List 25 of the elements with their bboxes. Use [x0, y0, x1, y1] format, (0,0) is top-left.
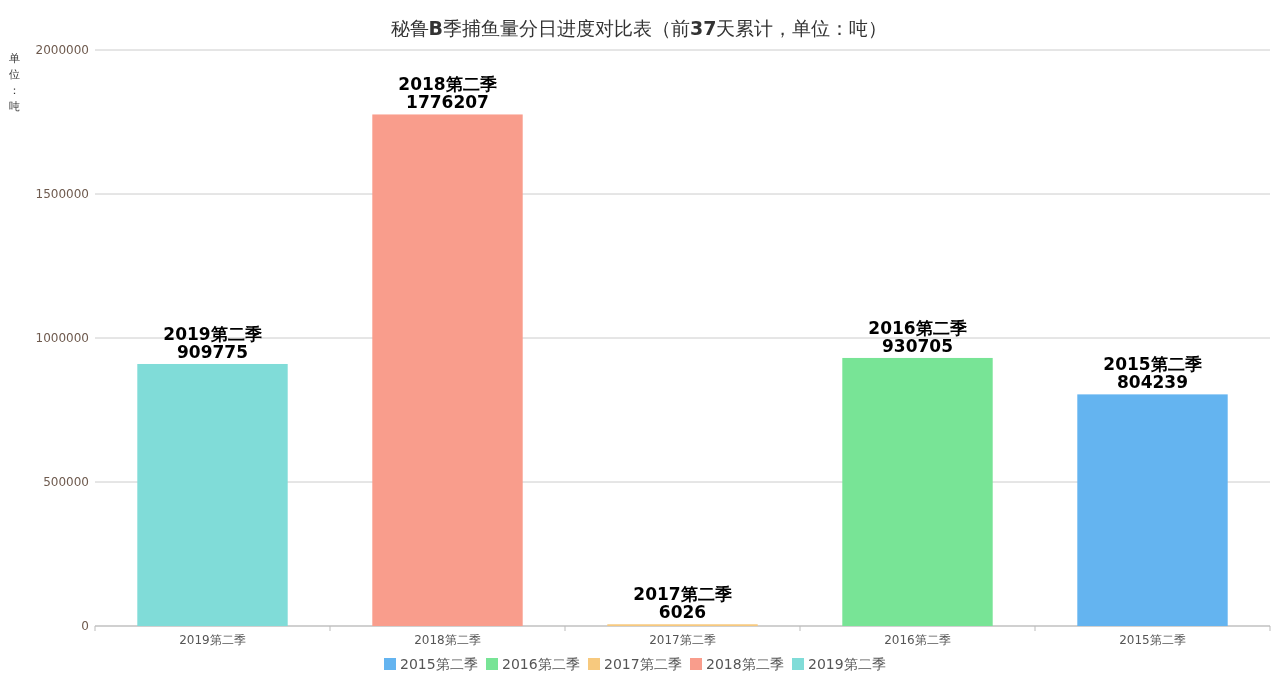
chart-title: 秘鲁B季捕鱼量分日进度对比表（前37天累计，单位：吨） [390, 17, 888, 39]
x-tick-label: 2016第二季 [884, 633, 951, 647]
y-tick-label: 500000 [43, 475, 89, 489]
text: 2019第二季 [163, 323, 262, 344]
legend-label: 2019第二季 [808, 656, 886, 672]
data-label: 804239 [1117, 372, 1188, 393]
y-tick-label: 2000000 [35, 43, 89, 57]
text: 2015第二季 [1103, 354, 1202, 375]
text: 2016第二季 [868, 317, 967, 338]
y-tick-label: 1000000 [35, 331, 89, 345]
data-label: 1776207 [406, 92, 489, 113]
text: 2018第二季 [398, 74, 497, 95]
legend-label: 2015第二季 [400, 656, 478, 672]
y-tick-label: 0 [81, 619, 89, 633]
legend-label: 2017第二季 [604, 656, 682, 672]
y-axis-title: 单位：吨 [8, 52, 20, 113]
legend-label: 2018第二季 [706, 656, 784, 672]
y-tick-label: 1500000 [35, 187, 89, 201]
x-tick-label: 2018第二季 [414, 633, 481, 647]
x-tick-label: 2015第二季 [1119, 633, 1186, 647]
text: 2017第二季 [633, 584, 732, 605]
x-tick-label: 2019第二季 [179, 633, 246, 647]
x-tick-label: 2017第二季 [649, 633, 716, 647]
legend-label: 2016第二季 [502, 656, 580, 672]
data-label: 6026 [658, 602, 707, 623]
